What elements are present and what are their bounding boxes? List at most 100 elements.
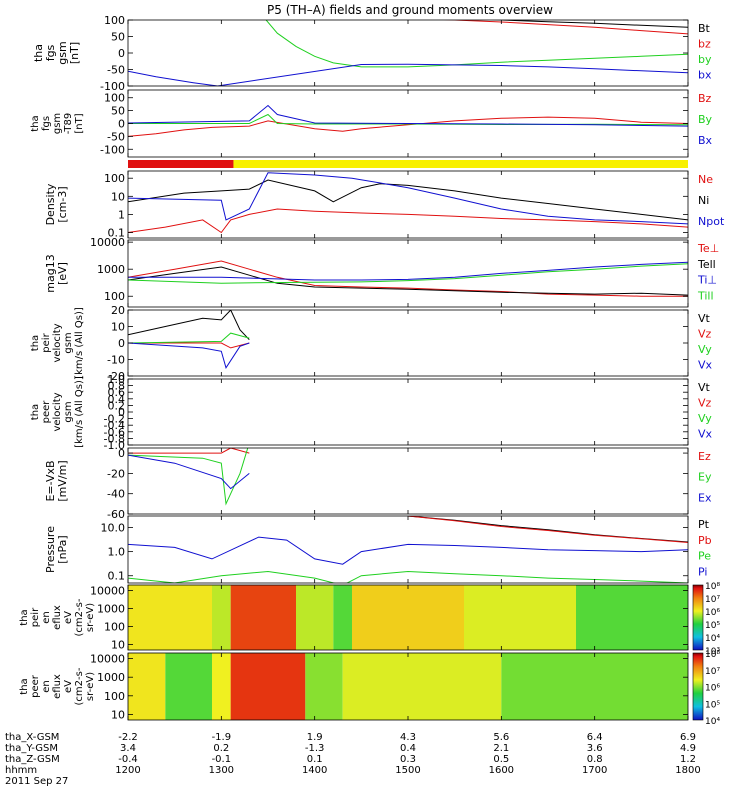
colorbar-tick-label: 10⁸ xyxy=(705,582,720,592)
x-row-value: -1.3 xyxy=(305,743,325,754)
spectrogram-region xyxy=(333,585,352,650)
legend-label: Pt xyxy=(698,518,710,531)
x-row-value: 6.4 xyxy=(587,732,603,743)
y-axis-label: peer xyxy=(30,674,41,698)
spectrogram-image xyxy=(128,585,688,650)
y-axis-label: en xyxy=(41,611,52,624)
y-axis-label: mag13 xyxy=(44,254,57,292)
y-axis-label: en xyxy=(41,680,52,693)
spectrogram-region xyxy=(230,653,306,720)
x-row-value: 1300 xyxy=(209,765,234,776)
y-axis-label: tha xyxy=(32,44,45,62)
series-line-Bz xyxy=(128,116,688,137)
spectrogram-region xyxy=(305,653,343,720)
y-axis-label: velocity xyxy=(52,392,63,431)
panel-electron-velocity: Vt Vz Vy Vx 1.00.80.60.40.20-0.2-0.4-0.6-0.8… xyxy=(30,373,713,452)
date-label: 2011 Sep 27 xyxy=(5,776,68,787)
y-tick-label: -50 xyxy=(107,64,125,77)
panel-pressure: Pt Pb Pe Pi 10.0 1.0 0.1 Pressure [nPa] xyxy=(44,515,712,584)
legend-label: Te⊥ xyxy=(697,242,719,255)
y-tick-label: 10.0 xyxy=(101,522,126,535)
legend-label: Tell xyxy=(697,258,716,271)
x-row-value: -0.4 xyxy=(118,754,138,765)
y-tick-label: 1000 xyxy=(97,602,125,615)
y-tick-label: 0.2 xyxy=(108,399,126,412)
y-tick-label: 100 xyxy=(104,92,125,105)
panel-frame xyxy=(127,19,689,87)
figure-title: P5 (TH–A) fields and ground moments over… xyxy=(267,3,553,17)
y-tick-label: 1.0 xyxy=(108,373,126,386)
legend-label: Pe xyxy=(698,550,711,563)
legend-label: by xyxy=(698,53,712,66)
y-tick-label: 100 xyxy=(104,621,125,634)
legend-label: Ez xyxy=(698,450,711,463)
legend-label: Ex xyxy=(698,491,712,504)
series-line-Pi xyxy=(128,536,688,565)
y-axis-label: fgs xyxy=(44,44,57,61)
y-tick-label: 0 xyxy=(118,337,125,350)
colorbar xyxy=(692,584,704,651)
series-line-Ex xyxy=(128,454,250,490)
spectrogram-region xyxy=(230,585,296,650)
x-row-value: 3.4 xyxy=(120,743,136,754)
y-axis-label: tha xyxy=(19,609,30,625)
y-tick-label: -60 xyxy=(107,508,125,521)
y-tick-label: 10 xyxy=(111,190,125,203)
spectrogram-region xyxy=(165,653,212,720)
legend-label: Pi xyxy=(698,565,707,578)
legend-label: bz xyxy=(698,38,711,51)
y-tick-label: 10000 xyxy=(90,236,125,249)
y-tick-label: 100 xyxy=(104,172,125,185)
y-axis-label: [km/s (All Qs)] xyxy=(74,307,85,379)
y-tick-label: 0 xyxy=(118,47,125,60)
y-tick-label: -20 xyxy=(107,370,125,383)
panel-frame xyxy=(127,170,689,239)
y-axis-label: sr-eV) xyxy=(85,672,96,701)
legend-label: Ti⊥ xyxy=(697,274,717,287)
y-axis-label: [nT] xyxy=(74,113,85,133)
legend-label: Npot xyxy=(698,215,725,228)
colorbar-tick-label: 10⁶ xyxy=(705,608,720,618)
y-axis-label: [nT] xyxy=(68,42,81,64)
y-axis-label: eV xyxy=(63,611,74,624)
y-axis-label: gsm xyxy=(56,41,69,64)
x-row-value: 1700 xyxy=(582,765,607,776)
series-line-bz xyxy=(443,20,688,35)
y-axis-label: eflux xyxy=(52,605,63,630)
legend-label: Bz xyxy=(698,92,712,105)
y-tick-label: -0.6 xyxy=(104,426,125,439)
x-row-label: tha_Z-GSM xyxy=(5,754,60,765)
legend-label: By xyxy=(698,113,713,126)
spectrogram-region xyxy=(212,585,231,650)
x-row-value: -0.1 xyxy=(212,754,232,765)
x-row-value: 0.2 xyxy=(213,743,229,754)
y-axis-label: [km/s (All Qs)] xyxy=(74,376,85,448)
series-line-Ni xyxy=(128,179,688,221)
spectrogram-region xyxy=(128,653,166,720)
series-line-Vt xyxy=(128,310,250,341)
panel-frame xyxy=(127,515,689,584)
legend-label: Ne xyxy=(698,173,713,186)
y-tick-label: 100 xyxy=(104,14,125,27)
series-line-Ey xyxy=(128,448,249,506)
y-axis-label: [cm-3] xyxy=(56,186,69,222)
y-tick-label: -0.8 xyxy=(104,432,125,445)
y-axis-label: fgs xyxy=(41,116,52,131)
series-line-Vz xyxy=(128,342,250,349)
legend-label: Vz xyxy=(698,328,712,341)
x-row-value: 0.3 xyxy=(400,754,416,765)
y-tick-label: 0 xyxy=(118,406,125,419)
mode-segment xyxy=(233,160,688,168)
x-row-value: 6.9 xyxy=(680,732,696,743)
series-line-Npot xyxy=(128,172,688,225)
y-tick-label: -50 xyxy=(107,130,125,143)
y-axis-label: gsm xyxy=(63,332,74,353)
y-tick-label: -0.4 xyxy=(104,419,125,432)
x-row-label: hhmm xyxy=(5,765,37,776)
y-axis-label: [nPa] xyxy=(56,535,69,563)
y-axis-label: eV xyxy=(63,680,74,693)
y-tick-label: 0.1 xyxy=(108,570,126,583)
legend-label: Vz xyxy=(698,397,712,410)
spectrogram-region xyxy=(212,653,231,720)
x-row-value: 1400 xyxy=(302,765,327,776)
